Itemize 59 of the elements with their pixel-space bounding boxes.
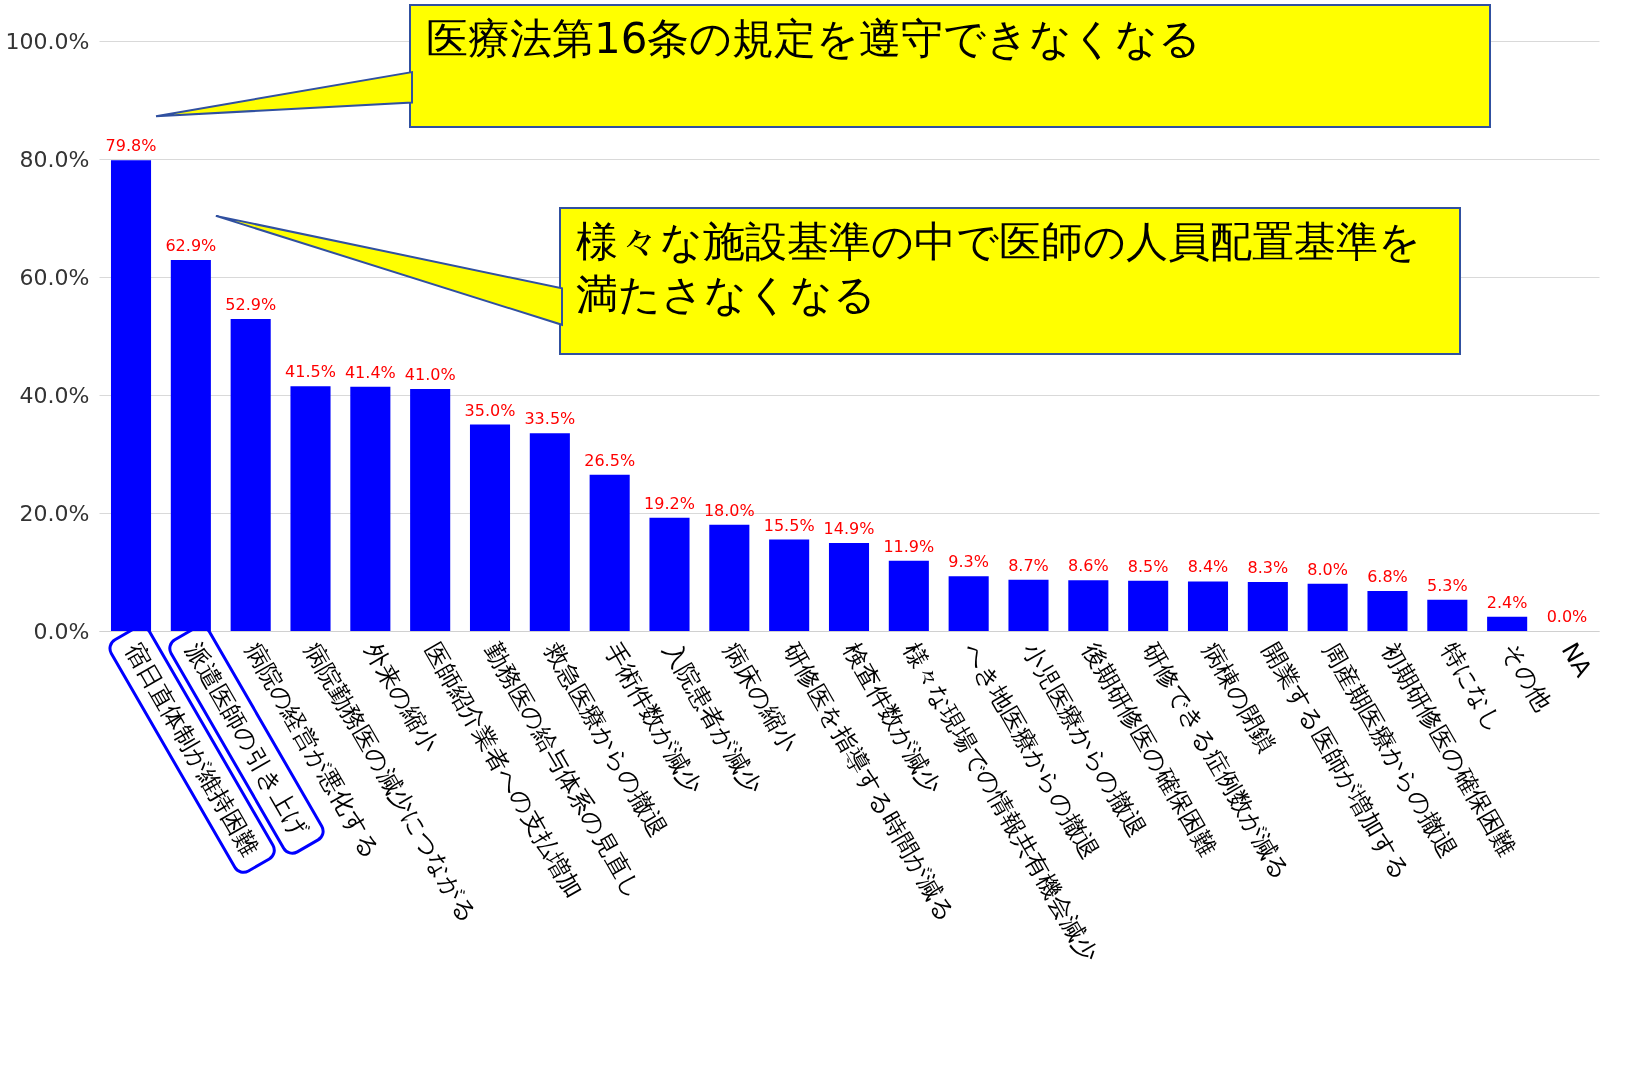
bar [1247,582,1288,631]
data-label: 11.9% [883,536,935,556]
bar [589,474,630,631]
bar [828,543,870,631]
bar [469,424,511,631]
data-label: 19.2% [644,493,695,513]
bar [1427,599,1468,631]
y-tick-label: 0.0% [33,618,90,644]
bar [709,524,750,631]
data-label: 0.0% [1546,607,1588,626]
data-label: 8.0% [1307,559,1348,579]
annotation: 様々な施設基準の中で医師の人員配置基準を満たさなくなる [560,208,1460,354]
data-label: 62.9% [165,235,217,255]
data-label: 14.9% [823,519,875,539]
y-tick-label: 20.0% [19,500,90,526]
data-label: 41.4% [344,362,396,382]
data-label: 5.3% [1427,575,1468,595]
data-label: 6.8% [1367,566,1408,586]
bar [1487,616,1528,631]
annotation: 医療法第16条の規定を遵守できなくなる [410,5,1490,127]
data-label: 79.8% [105,136,157,156]
bar [170,259,211,631]
data-label: 15.5% [763,515,815,535]
x-tick-label: NA [1555,638,1598,683]
data-label: 35.0% [464,400,516,420]
bar [529,433,570,631]
bar [649,517,690,631]
bar [1367,590,1408,631]
data-label: 26.5% [584,450,636,470]
data-label: 18.0% [703,500,755,520]
y-tick-label: 80.0% [19,146,90,172]
bar [290,386,331,631]
data-label: 8.4% [1187,557,1229,577]
data-label: 41.0% [404,365,456,385]
bar [350,386,391,631]
bar [1128,580,1169,631]
bar [1307,583,1348,631]
data-label: 8.6% [1068,556,1109,576]
data-label: 52.9% [225,294,277,314]
data-label: 8.3% [1247,558,1289,578]
x-tick-label: その他 [1495,638,1558,717]
data-label: 2.4% [1486,592,1528,612]
y-tick-label: 100.0% [5,28,90,54]
bar [1008,579,1049,631]
bar [410,389,451,631]
y-tick-label: 40.0% [19,382,90,408]
bar [888,560,929,631]
bar [230,318,271,631]
data-label: 8.5% [1127,556,1169,576]
data-label: 33.5% [524,409,576,429]
bar [110,160,152,631]
data-label: 41.5% [285,362,336,382]
data-label: 9.3% [948,552,989,572]
bar [948,576,989,631]
y-tick-label: 60.0% [19,264,90,290]
bar [1187,581,1229,631]
bar [769,539,810,631]
bar [1068,580,1109,631]
data-label: 8.7% [1008,555,1049,575]
